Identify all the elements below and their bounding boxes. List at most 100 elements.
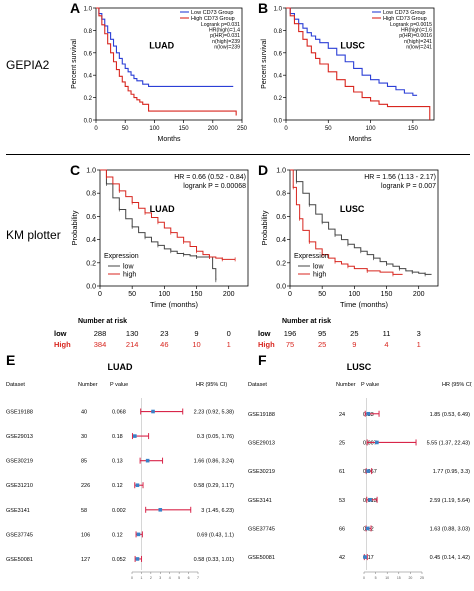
chart-b: 0 50 100 150 0.0 0.2 0.4 0.6 0.8 1.0 Months Percent… <box>261 7 435 143</box>
risk-high-value: 4 <box>384 340 388 349</box>
forest-title: LUAD <box>108 362 133 372</box>
row-p-value: 0.002 <box>112 508 126 514</box>
x-tick-label: 150 <box>408 126 419 132</box>
stat-line: n(high)=241 <box>404 39 432 45</box>
row-p-value: 0.17 <box>363 555 374 561</box>
chart-title: LUSC <box>340 40 365 50</box>
forest-x-tick-label: 1 <box>140 576 142 580</box>
row-dataset: GSE29013 <box>248 440 275 446</box>
panel-label-e: E <box>6 352 16 368</box>
row-number: 40 <box>81 410 87 416</box>
y-tick-label: 0.8 <box>276 191 286 198</box>
section-label-km: KM plotter <box>6 228 61 242</box>
hr-point <box>365 526 370 531</box>
stat-line: p(HR)=0.031 <box>210 33 240 39</box>
legend-entry: high <box>313 272 326 279</box>
row-dataset: GSE3141 <box>6 508 30 514</box>
header-dataset: Dataset <box>6 382 25 388</box>
hr-point <box>135 483 140 488</box>
y-axis-label: Probability <box>70 210 79 245</box>
x-tick-label: 150 <box>381 291 393 298</box>
y-tick-label: 0.2 <box>86 260 96 267</box>
x-axis-label: Months <box>158 136 181 143</box>
risk-low-value: 11 <box>383 329 391 338</box>
risk-high-value: 75 <box>286 340 294 349</box>
y-tick-label: 0.8 <box>86 191 96 198</box>
row-number: 53 <box>339 498 345 504</box>
hr-point <box>363 555 367 559</box>
y-axis-label: Percent survival <box>261 39 268 89</box>
survival-curve-high-cd73-group <box>286 7 431 120</box>
y-tick-label: 0.0 <box>86 284 96 291</box>
y-tick-label: 0.0 <box>276 284 286 291</box>
x-tick-label: 250 <box>237 126 248 132</box>
x-tick-label: 0 <box>94 126 98 132</box>
row-number: 58 <box>81 508 87 514</box>
x-tick-label: 200 <box>208 126 219 132</box>
chart-title: LUAD <box>150 204 175 214</box>
stat-line: HR = 0.66 (0.52 - 0.84) <box>174 174 246 181</box>
risk-high-value: 384 <box>94 340 107 349</box>
row-number: 85 <box>81 459 87 465</box>
row-hr-label: 1.85 (0.53, 6.49) <box>430 412 471 418</box>
risk-low-value: 23 <box>160 329 168 338</box>
row-number: 66 <box>339 526 345 532</box>
y-tick-label: 0.6 <box>276 214 286 221</box>
row-dataset: GSE30219 <box>248 469 275 475</box>
stat-line: n(low)=241 <box>406 44 432 50</box>
hr-point <box>135 557 140 561</box>
row-dataset: GSE19188 <box>6 410 33 416</box>
forest-x-tick-label: 3 <box>159 576 161 580</box>
hr-point <box>145 458 150 463</box>
legend-title: Expression <box>104 253 139 260</box>
row-dataset: GSE29013 <box>6 434 33 440</box>
row-p-value: 0.12 <box>112 532 123 538</box>
hr-point <box>151 409 155 414</box>
legend-entry: High CD73 Group <box>191 16 235 22</box>
x-axis-label: Months <box>349 136 372 143</box>
x-tick-label: 150 <box>191 291 203 298</box>
row-dataset: GSE31210 <box>6 483 33 489</box>
y-tick-label: 0.6 <box>274 51 283 57</box>
row-hr-label: 2.23 (0.92, 5.38) <box>194 410 235 416</box>
y-tick-label: 0.8 <box>84 29 93 35</box>
section-divider <box>6 154 470 155</box>
x-axis-label: Time (months) <box>340 300 389 309</box>
row-dataset: GSE30219 <box>6 459 33 465</box>
risk-table-c: Number at risk low High 288 130 23 9 0 384 214 46 1… <box>54 318 231 349</box>
header-hr: HR (95% CI) <box>442 382 472 388</box>
row-p-value: 0.12 <box>112 483 123 489</box>
chart-title: LUSC <box>340 204 365 214</box>
forest-chart-e: LUAD Dataset Number P value HR (95% CI) 0 1 2 3 4… <box>6 362 235 580</box>
chart-a: 0 50 100 150 200 250 0.0 0.2 0.4 0.6 0.8 1.0 Months P… <box>71 7 248 144</box>
stat-line: n(low)=239 <box>214 44 240 50</box>
x-tick-label: 50 <box>128 291 136 298</box>
forest-x-tick-label: 4 <box>169 576 171 580</box>
risk-low-label: low <box>258 329 271 338</box>
x-tick-label: 50 <box>122 126 129 132</box>
row-hr-label: 1.66 (0.86, 3.24) <box>194 459 235 465</box>
forest-title: LUSC <box>347 362 372 372</box>
row-hr-label: 3 (1.45, 6.23) <box>201 508 234 514</box>
risk-low-value: 95 <box>318 329 326 338</box>
row-hr-label: 0.58 (0.33, 1.01) <box>194 557 235 563</box>
legend-entry: low <box>123 264 134 271</box>
row-dataset: GSE19188 <box>248 412 275 418</box>
hr-point <box>375 440 379 445</box>
chart-d: 0 50 100 150 200 0.0 0.2 0.4 0.6 0.8 1.0 Time (mont… <box>260 168 439 309</box>
stat-line: Logrank p=0.0015 <box>390 22 432 28</box>
row-number: 30 <box>81 434 87 440</box>
header-p-value: P value <box>110 382 128 388</box>
panel-label-b: B <box>258 0 269 16</box>
row-hr-label: 0.69 (0.43, 1.1) <box>197 532 234 538</box>
hr-point <box>133 434 137 438</box>
y-tick-label: 0.4 <box>276 237 286 244</box>
hr-point <box>366 411 371 416</box>
x-tick-label: 0 <box>288 291 292 298</box>
chart-c: 0 50 100 150 200 0.0 0.2 0.4 0.6 0.8 1.0 Time (mont… <box>70 168 249 309</box>
x-tick-label: 0 <box>284 126 288 132</box>
panel-label-f: F <box>258 352 267 368</box>
header-hr: HR (95% CI) <box>196 382 227 388</box>
forest-x-tick-label: 5 <box>178 576 180 580</box>
